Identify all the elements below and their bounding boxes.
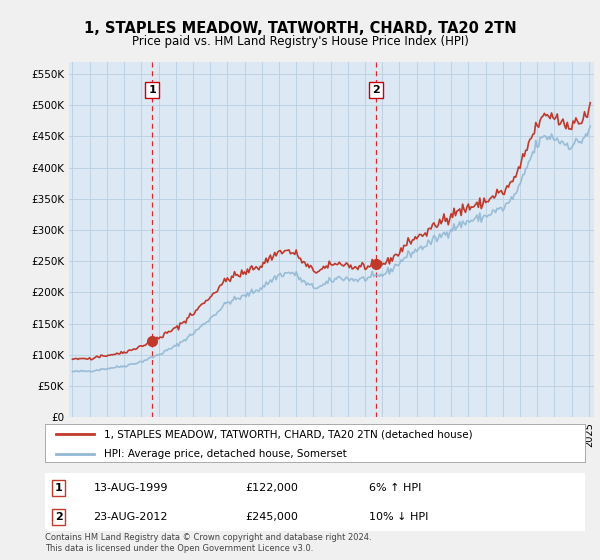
Text: £245,000: £245,000 [245, 512, 298, 522]
Text: 1, STAPLES MEADOW, TATWORTH, CHARD, TA20 2TN: 1, STAPLES MEADOW, TATWORTH, CHARD, TA20… [83, 21, 517, 36]
Text: 1, STAPLES MEADOW, TATWORTH, CHARD, TA20 2TN (detached house): 1, STAPLES MEADOW, TATWORTH, CHARD, TA20… [104, 429, 473, 439]
Text: 1: 1 [55, 483, 62, 493]
Text: 1: 1 [148, 85, 156, 95]
Text: 6% ↑ HPI: 6% ↑ HPI [369, 483, 421, 493]
Text: 23-AUG-2012: 23-AUG-2012 [94, 512, 168, 522]
Text: 2: 2 [55, 512, 62, 522]
Text: Price paid vs. HM Land Registry's House Price Index (HPI): Price paid vs. HM Land Registry's House … [131, 35, 469, 48]
Text: 13-AUG-1999: 13-AUG-1999 [94, 483, 168, 493]
Text: 2: 2 [372, 85, 380, 95]
Text: Contains HM Land Registry data © Crown copyright and database right 2024.
This d: Contains HM Land Registry data © Crown c… [45, 533, 371, 553]
Text: £122,000: £122,000 [245, 483, 298, 493]
Text: HPI: Average price, detached house, Somerset: HPI: Average price, detached house, Some… [104, 449, 347, 459]
Text: 10% ↓ HPI: 10% ↓ HPI [369, 512, 428, 522]
